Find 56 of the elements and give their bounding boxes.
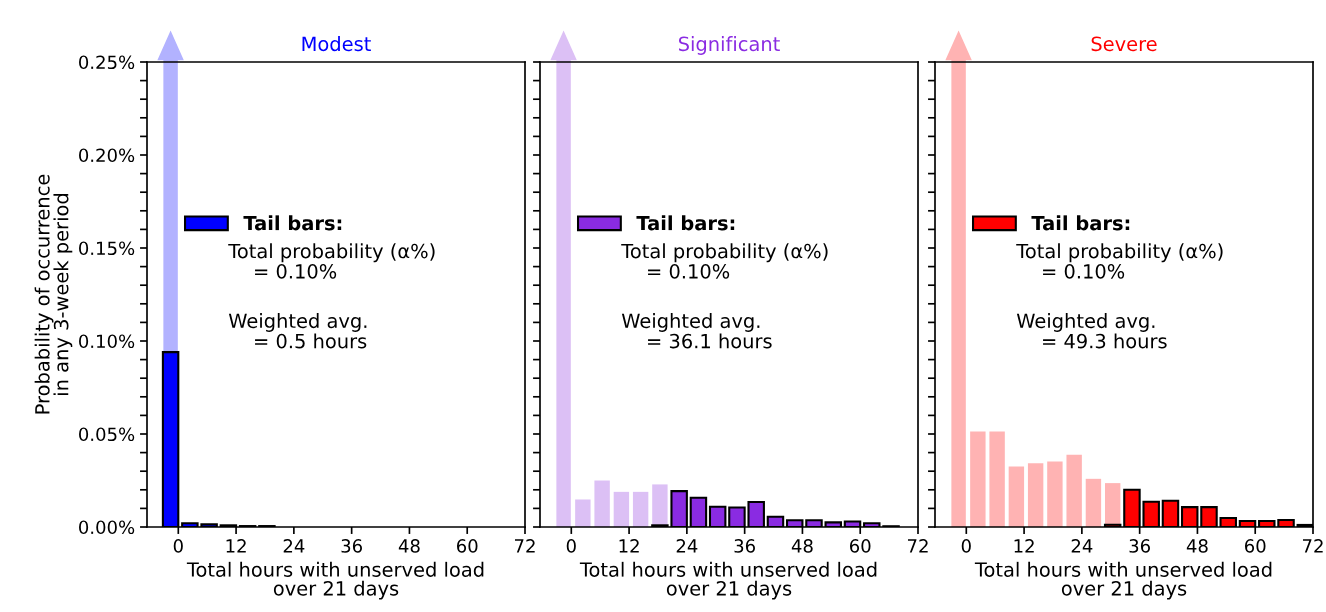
x-tick-label: 0 (566, 539, 576, 553)
x-tick-label: 48 (791, 539, 813, 553)
x-axis-title: Total hours with unserved load over 21 days (186, 561, 484, 600)
bar (1047, 461, 1063, 527)
y-tick-label: 0.05% (79, 427, 135, 442)
annotation: Weighted avg. = 36.1 hours (621, 313, 772, 349)
y-tick-label: 0.15% (79, 241, 135, 256)
legend-label: Tail bars: (1031, 215, 1130, 231)
bar (989, 431, 1005, 527)
x-tick-label: 36 (734, 539, 755, 553)
legend-label: Tail bars: (636, 215, 735, 231)
legend-label: Tail bars: (243, 215, 342, 231)
x-tick-label: 60 (1244, 539, 1266, 553)
x-axis-title: Total hours with unserved load over 21 days (974, 561, 1272, 600)
y-tick-label: 0.20% (79, 148, 135, 163)
x-tick-label: 48 (398, 539, 420, 553)
bar (1066, 454, 1082, 527)
x-tick-label: 60 (849, 539, 871, 553)
x-tick-label: 36 (341, 539, 362, 553)
x-tick-label: 24 (1071, 539, 1093, 553)
annotation: Total probability (α%) = 0.10% (1016, 243, 1223, 279)
bar (1085, 478, 1102, 527)
x-tick-label: 24 (283, 539, 305, 553)
x-tick-label: 0 (961, 539, 971, 553)
x-tick-label: 36 (1129, 539, 1150, 553)
x-axis-title: Total hours with unserved load over 21 days (579, 561, 877, 600)
y-tick-label: 0.00% (79, 520, 135, 535)
bar (613, 491, 630, 527)
annotation: Weighted avg. = 0.5 hours (228, 313, 367, 349)
bar (1027, 463, 1044, 527)
annotation: Total probability (α%) = 0.10% (621, 243, 828, 279)
x-tick-label: 12 (1014, 539, 1034, 553)
bar (594, 480, 610, 527)
x-tick-label: 72 (1302, 539, 1323, 553)
y-axis-title: Probability of occurrence in any 3-week period (34, 174, 73, 414)
y-tick-label: 0.10% (79, 334, 135, 349)
chart-title: Modest (302, 36, 371, 52)
bar (1104, 483, 1121, 527)
bar (575, 499, 591, 527)
x-tick-label: 48 (1186, 539, 1208, 553)
x-tick-label: 72 (907, 539, 928, 553)
bar (632, 491, 649, 527)
x-tick-label: 12 (226, 539, 246, 553)
chart-title: Significant (678, 36, 780, 55)
x-tick-label: 60 (456, 539, 478, 553)
x-tick-label: 12 (619, 539, 639, 553)
annotation: Weighted avg. = 49.3 hours (1016, 313, 1167, 349)
bar (970, 431, 986, 527)
annotation: Total probability (α%) = 0.10% (228, 243, 435, 279)
bar (1008, 466, 1025, 527)
x-tick-label: 24 (676, 539, 698, 553)
y-tick-label: 0.25% (79, 55, 135, 70)
x-tick-label: 72 (514, 539, 535, 553)
chart-title: Severe (1091, 36, 1157, 52)
bar (652, 484, 668, 527)
x-tick-label: 0 (173, 539, 183, 553)
